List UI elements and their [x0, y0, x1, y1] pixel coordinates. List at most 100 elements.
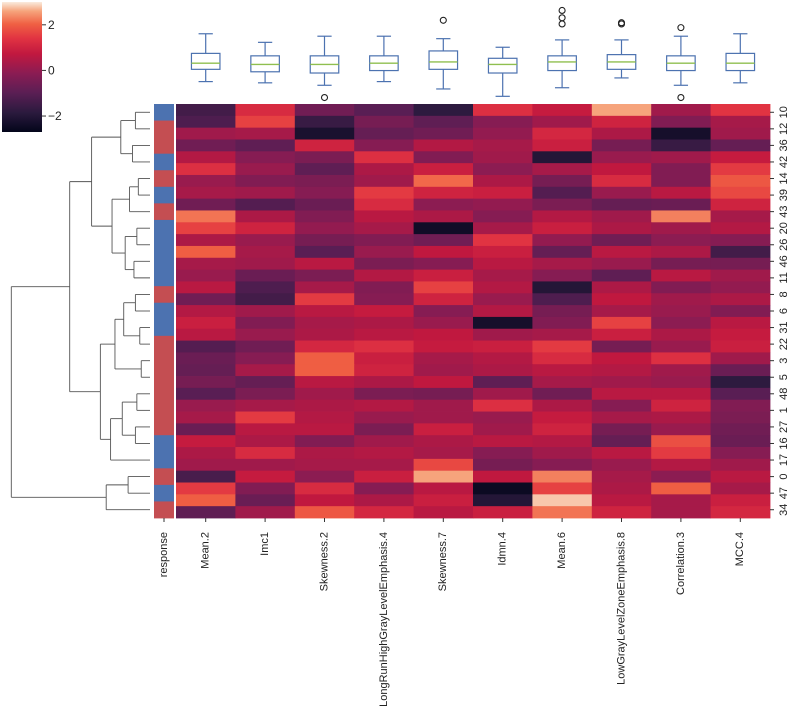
heatmap-cell: [591, 494, 652, 507]
heatmap-cell: [591, 316, 652, 330]
heatmap-cell: [532, 139, 593, 152]
heatmap-cell: [235, 340, 296, 353]
row-dendrogram: [10, 111, 150, 511]
heatmap-cell: [651, 139, 711, 152]
heatmap-cell: [651, 506, 711, 519]
heatmap-cell: [532, 423, 593, 436]
heatmap-cell: [651, 198, 711, 211]
heatmap-cell: [176, 494, 236, 507]
heatmap-cell: [354, 387, 414, 401]
boxplot-outlier: [320, 93, 329, 102]
heatmap-cell: [413, 340, 474, 353]
heatmap-cell: [591, 447, 652, 460]
heatmap-cell: [176, 328, 236, 341]
heatmap-cell: [473, 293, 533, 306]
heatmap-cell: [294, 139, 355, 152]
heatmap-cell: [235, 293, 296, 306]
heatmap-cell: [532, 316, 593, 330]
response-cell: [154, 451, 174, 469]
heatmap-cell: [294, 163, 355, 176]
heatmap-cell: [413, 411, 474, 424]
heatmap-cell: [294, 470, 355, 483]
heatmap-cell: [710, 411, 771, 424]
heatmap-cell: [591, 210, 652, 223]
heatmap-cell: [413, 174, 474, 188]
row-label: 26: [778, 239, 789, 251]
heatmap-cell: [651, 104, 711, 117]
heatmap-cell: [294, 234, 355, 247]
heatmap-cell: [591, 411, 652, 424]
heatmap-cell: [651, 210, 711, 223]
row-label: 12: [778, 123, 789, 135]
heatmap-cell: [294, 174, 355, 188]
heatmap-cell: [294, 257, 355, 270]
heatmap-cell: [473, 494, 533, 507]
heatmap-cell: [651, 387, 711, 401]
heatmap-cell: [294, 423, 355, 436]
heatmap-cell: [591, 458, 652, 472]
column-label: LongRunHighGrayLevelEmphasis.4: [378, 532, 390, 707]
response-cell: [154, 236, 174, 254]
heatmap-cell: [294, 435, 355, 448]
heatmap-cell: [473, 482, 533, 495]
heatmap-cell: [413, 316, 474, 330]
heatmap-cell: [473, 506, 533, 519]
heatmap-cell: [532, 340, 593, 353]
heatmap-cell: [532, 163, 593, 176]
heatmap-cell: [532, 174, 593, 188]
heatmap-cell: [294, 198, 355, 211]
row-label: 43: [778, 206, 789, 218]
heatmap-cell: [710, 387, 771, 401]
heatmap-cell: [413, 482, 474, 495]
heatmap-cell: [651, 376, 711, 389]
boxplot-outlier: [439, 16, 447, 24]
heatmap-cell: [235, 151, 296, 164]
heatmap-cell: [591, 387, 652, 401]
response-cell: [154, 435, 174, 453]
heatmap-cell: [651, 328, 711, 341]
heatmap-cell: [473, 352, 533, 365]
heatmap-cell: [413, 281, 474, 294]
heatmap-cell: [710, 293, 771, 306]
column-boxplots: [190, 6, 756, 102]
heatmap-cell: [235, 210, 296, 223]
heatmap-cell: [591, 115, 652, 129]
heatmap-cell: [532, 387, 593, 401]
row-label: 22: [778, 338, 789, 350]
heatmap-cell: [176, 506, 236, 519]
heatmap-cell: [176, 399, 236, 412]
heatmap-cell: [294, 447, 355, 460]
heatmap-cell: [651, 163, 711, 176]
heatmap-cell: [235, 222, 296, 235]
heatmap-cell: [651, 127, 711, 140]
boxplot-box: [487, 57, 518, 74]
heatmap-cell: [176, 387, 236, 401]
heatmap-cell: [473, 222, 533, 235]
heatmap-cell: [413, 198, 474, 211]
heatmap-cell: [235, 127, 296, 140]
heatmap-cell: [413, 447, 474, 460]
colorbar-tick-label: 0: [48, 63, 55, 77]
column-label: LowGrayLevelZoneEmphasis.8: [615, 532, 627, 685]
heatmap-cell: [413, 305, 474, 318]
heatmap-cell: [710, 376, 771, 389]
heatmap-cell: [710, 104, 771, 117]
heatmap-cell: [710, 435, 771, 448]
heatmap-cell: [591, 435, 652, 448]
heatmap-cell: [473, 447, 533, 460]
heatmap-cell: [710, 316, 771, 330]
heatmap-cell: [710, 269, 771, 282]
row-label: 36: [778, 139, 789, 151]
column-labels: response Mean.2 Imc1 Skewness.2 LongRunHighG…: [158, 518, 746, 707]
heatmap-cell: [591, 423, 652, 436]
heatmap-cell: [235, 245, 296, 259]
heatmap-cell: [354, 458, 414, 472]
heatmap-cell: [413, 293, 474, 306]
heatmap-cell: [235, 257, 296, 270]
heatmap-cell: [413, 257, 474, 270]
heatmap-cell: [591, 198, 652, 211]
heatmap-cell: [235, 435, 296, 448]
heatmap-cell: [235, 281, 296, 294]
heatmap-cell: [235, 234, 296, 247]
heatmap-cell: [176, 423, 236, 436]
